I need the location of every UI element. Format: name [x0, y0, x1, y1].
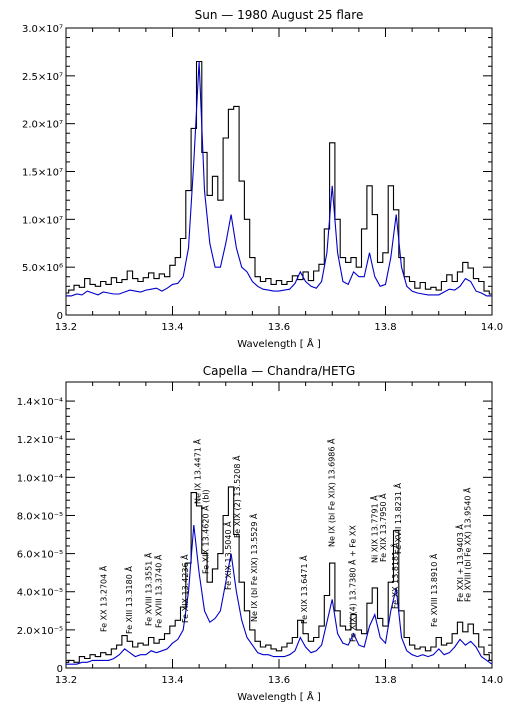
y-tick-label: 1.2×10⁻⁴ — [17, 435, 63, 446]
line-id-label: Ne IX (bl Fe XIX) 13.6986 Å — [326, 438, 337, 547]
y-tick-label: 1.0×10⁷ — [22, 215, 63, 226]
capella-spectrum-panel: Capella — Chandra/HETG Wavelength [ Å ] 13… — [17, 364, 503, 703]
x-tick-label: 13.8 — [374, 322, 396, 333]
line-id-label: Fe XVIII 13.3551 Å — [143, 552, 154, 626]
plot-frame — [65, 27, 493, 316]
x-tick-label: 13.2 — [55, 322, 77, 333]
y-tick-label: 2.0×10⁻⁵ — [17, 626, 63, 637]
line-id-label: Fe XIX 13.4620 Å (bl) — [200, 489, 211, 574]
x-tick-label: 14.0 — [481, 322, 503, 333]
line-id-label: Fe XIX (2) 13.5208 Å — [231, 455, 242, 538]
y-tick-label: 1.0×10⁻⁴ — [17, 473, 63, 484]
line-id-label: Fe XIX 13.6471 Å — [298, 555, 309, 624]
line-id-label: Ne IX 13.4471 Å — [192, 439, 203, 504]
y-tick-label: 5.0×10⁶ — [22, 263, 63, 274]
x-axis-label: Wavelength [ Å ] — [237, 337, 321, 350]
solar-flare-spectrum-panel: Sun — 1980 August 25 flare Wavelength [ Å… — [22, 8, 503, 350]
line-id-label: Fe XIX 13.7950 Å — [377, 493, 388, 562]
chart-title: Sun — 1980 August 25 flare — [195, 8, 364, 22]
x-axis-label: Wavelength [ Å ] — [237, 690, 321, 703]
x-tick-label: 13.4 — [161, 322, 183, 333]
y-tick-label: 3.0×10⁷ — [22, 24, 63, 35]
observed-spectrum-line — [66, 486, 492, 663]
x-tick-label: 13.6 — [268, 322, 290, 333]
x-tick-label: 13.6 — [268, 675, 290, 686]
y-tick-label: 2.5×10⁷ — [22, 72, 63, 83]
y-tick-label: 4.0×10⁻⁵ — [17, 588, 63, 599]
line-id-label: Fe XIX (4) 13.7380 Å + Fe XX — [347, 525, 358, 642]
model-spectrum-line — [66, 61, 492, 297]
line-id-label: Ne IX (bl Fe XIX) 13.5529 Å — [248, 513, 259, 622]
line-id-label: Fe XIX 13.5040 Å — [222, 521, 233, 590]
line-id-label: Fe XIII 13.3180 Å — [123, 566, 134, 634]
y-tick-label: 6.0×10⁻⁵ — [17, 550, 63, 561]
observed-spectrum-line — [66, 60, 492, 295]
y-tick-label: 2.0×10⁷ — [22, 120, 63, 131]
x-tick-label: 14.0 — [481, 675, 503, 686]
chart-title: Capella — Chandra/HETG — [203, 364, 356, 378]
line-id-label: Fe XVIII (bl Fe XX) 13.9540 Å — [462, 487, 473, 602]
line-id-label: Fe XXI + 13.9403 Å — [454, 524, 465, 602]
y-tick-label: 1.4×10⁻⁴ — [17, 397, 63, 408]
x-tick-label: 13.4 — [161, 675, 183, 686]
x-tick-label: 13.2 — [55, 675, 77, 686]
model-spectrum-line — [66, 524, 493, 665]
line-id-label: Fe XX 13.2704 Å — [98, 565, 109, 632]
line-id-label: Fe XVIII 13.8910 Å — [428, 553, 439, 627]
y-tick-label: 0 — [57, 311, 63, 322]
y-tick-label: 0 — [57, 664, 63, 675]
y-tick-label: 1.5×10⁷ — [22, 168, 63, 179]
line-id-label: Fe XX 13.8181 Å — [389, 542, 400, 609]
x-tick-label: 13.8 — [374, 675, 396, 686]
line-id-label: Fe XVIII 13.3740 Å — [153, 554, 164, 628]
line-id-label: Fe XVII 13.8231 Å — [392, 483, 403, 554]
line-id-label: Fe XIX 13.4236 Å — [179, 554, 190, 623]
y-tick-label: 8.0×10⁻⁵ — [17, 511, 63, 522]
line-id-label: Ni XIX 13.7791 Å — [368, 495, 379, 563]
